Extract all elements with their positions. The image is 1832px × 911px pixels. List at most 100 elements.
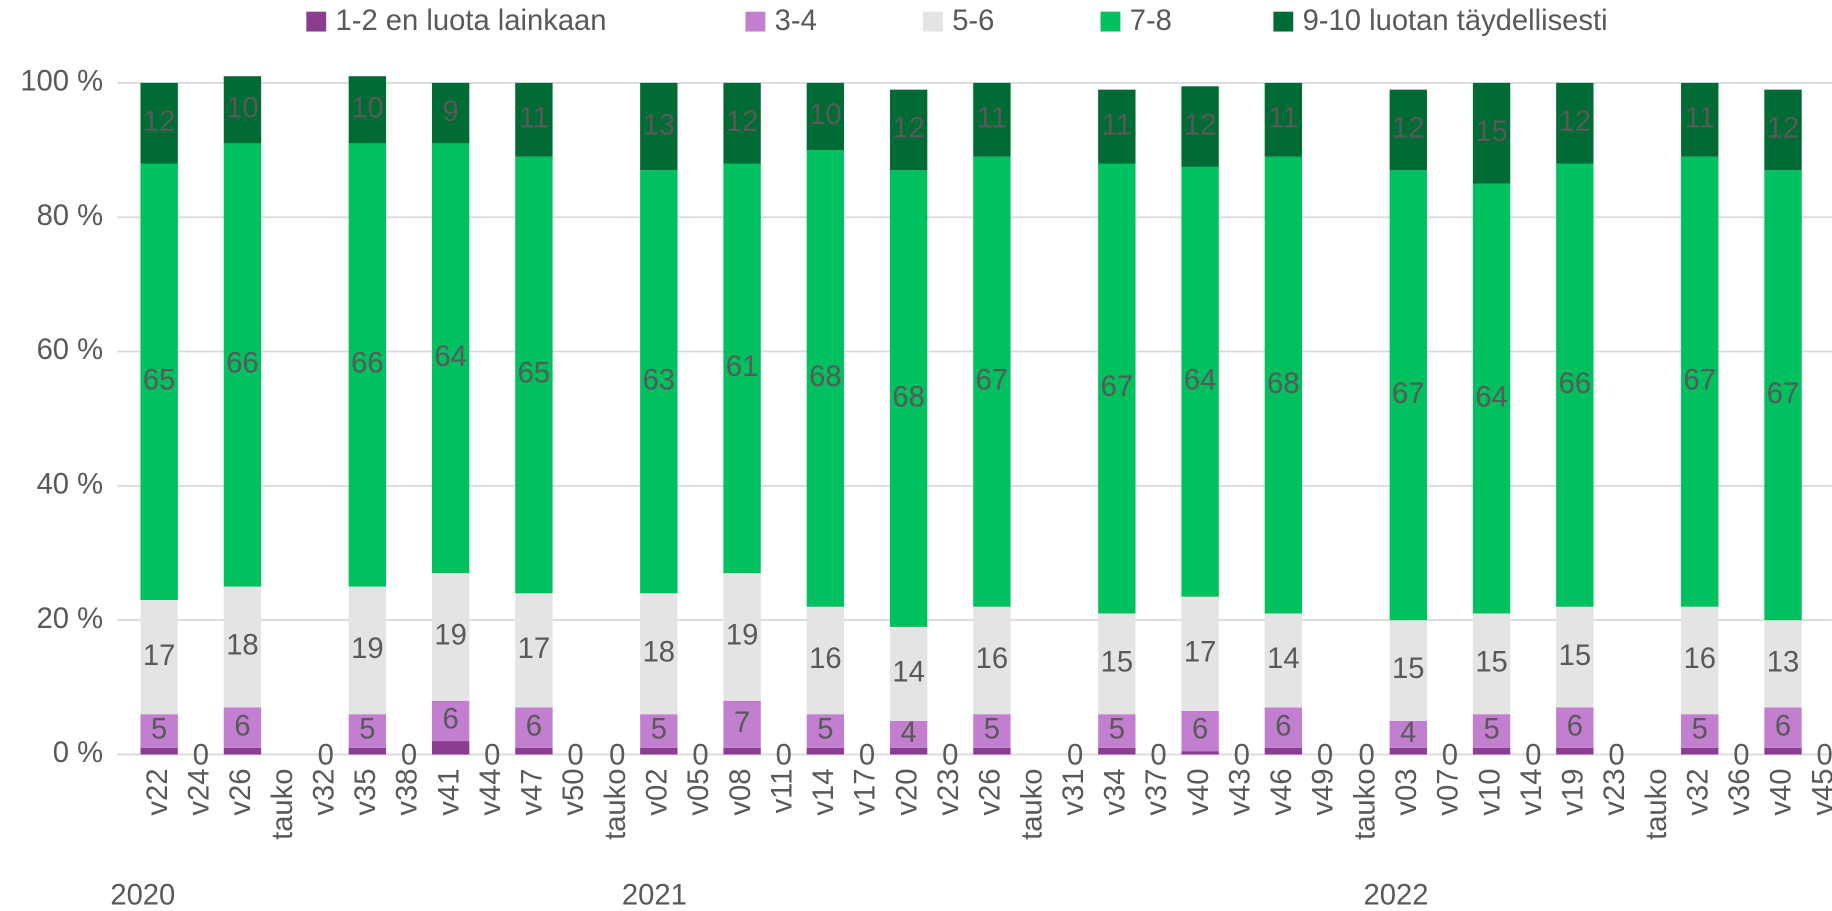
x-tick-label: v50 bbox=[558, 769, 590, 816]
data-label: 6 bbox=[1775, 710, 1791, 742]
y-tick-label: 20 % bbox=[37, 603, 104, 635]
bar-segment bbox=[1264, 613, 1303, 708]
x-tick-label: v14 bbox=[808, 769, 840, 816]
x-tick-label: v26 bbox=[975, 769, 1007, 816]
x-tick-label: v34 bbox=[1100, 769, 1132, 816]
bar-segment bbox=[431, 573, 470, 701]
bar-segment bbox=[1264, 747, 1303, 755]
data-label: 68 bbox=[809, 361, 841, 393]
bar-segment bbox=[1556, 707, 1594, 748]
x-tick-label: v11 bbox=[766, 769, 798, 814]
zero-label: 0 bbox=[692, 740, 708, 772]
bar-segment bbox=[1181, 751, 1219, 755]
bar-segment bbox=[1389, 170, 1427, 621]
bar-segment bbox=[431, 82, 470, 144]
bar-segment bbox=[806, 82, 845, 151]
zero-label: 0 bbox=[1442, 740, 1458, 772]
x-tick-label: v46 bbox=[1266, 769, 1298, 816]
bar-segment bbox=[806, 150, 845, 607]
data-label: 12 bbox=[1184, 109, 1216, 141]
bar-segment bbox=[1764, 620, 1802, 708]
bar-segment bbox=[140, 714, 178, 748]
data-label: 67 bbox=[1392, 378, 1424, 410]
x-tick-label: v26 bbox=[225, 769, 257, 816]
x-tick-label: v43 bbox=[1224, 769, 1256, 816]
x-tick-label: v40 bbox=[1183, 769, 1215, 816]
legend-label: 3-4 bbox=[775, 5, 817, 37]
bar-segment bbox=[1556, 163, 1594, 607]
bar-segment bbox=[1556, 82, 1594, 164]
x-tick-label: v05 bbox=[683, 769, 715, 816]
bar-segment bbox=[723, 82, 761, 164]
data-label: 65 bbox=[518, 358, 550, 390]
x-tick-label: v47 bbox=[517, 769, 549, 816]
bar-segment bbox=[1098, 714, 1136, 748]
bar-segment bbox=[1098, 747, 1136, 755]
data-label: 63 bbox=[643, 364, 675, 396]
data-label: 61 bbox=[726, 351, 758, 383]
bar-segment bbox=[723, 700, 761, 748]
x-tick-label: v37 bbox=[1141, 769, 1173, 816]
bar-segment bbox=[1389, 747, 1427, 755]
bar-segment bbox=[889, 747, 928, 755]
bar-segment bbox=[431, 741, 470, 755]
data-label: 12 bbox=[1559, 106, 1591, 138]
data-label: 65 bbox=[143, 364, 175, 396]
bar-segment bbox=[1472, 613, 1511, 715]
bar-segment bbox=[973, 714, 1011, 748]
bar-segment bbox=[348, 143, 387, 587]
data-label: 66 bbox=[226, 348, 258, 380]
bar-segment bbox=[223, 143, 262, 587]
legend-swatch bbox=[306, 11, 327, 32]
data-label: 15 bbox=[1101, 647, 1133, 679]
data-label: 9 bbox=[443, 96, 459, 128]
bar-segment bbox=[640, 714, 678, 748]
bar-segment bbox=[973, 747, 1011, 755]
legend-swatch bbox=[745, 11, 766, 32]
bar-segment bbox=[223, 747, 262, 755]
y-tick-label: 40 % bbox=[37, 469, 104, 501]
zero-label: 0 bbox=[1525, 740, 1541, 772]
bar-segment bbox=[640, 593, 678, 715]
bar-segment bbox=[140, 163, 178, 601]
y-tick-label: 80 % bbox=[37, 200, 104, 232]
data-label: 14 bbox=[1267, 643, 1299, 675]
zero-label: 0 bbox=[401, 740, 417, 772]
bar-segment bbox=[515, 593, 553, 708]
data-label: 67 bbox=[976, 364, 1008, 396]
zero-label: 0 bbox=[1608, 740, 1624, 772]
legend-swatch bbox=[1100, 11, 1121, 32]
zero-label: 0 bbox=[1359, 740, 1375, 772]
bar-segment bbox=[889, 170, 928, 627]
bar-segment bbox=[889, 89, 928, 171]
data-label: 12 bbox=[1767, 113, 1799, 145]
data-label: 15 bbox=[1475, 116, 1507, 148]
bar-segment bbox=[1681, 606, 1719, 715]
x-tick-label: v08 bbox=[725, 769, 757, 816]
x-tick-label: v10 bbox=[1474, 769, 1506, 816]
year-label: 2022 bbox=[1364, 880, 1429, 911]
bar-segment bbox=[889, 720, 928, 748]
bar-segment bbox=[640, 747, 678, 755]
legend-label: 9-10 luotan täydellisesti bbox=[1303, 5, 1608, 37]
bar-segment bbox=[515, 747, 553, 755]
bar-segment bbox=[515, 156, 553, 594]
data-label: 16 bbox=[1684, 643, 1716, 675]
data-label: 5 bbox=[1483, 714, 1499, 746]
zero-label: 0 bbox=[567, 740, 583, 772]
bar-segment bbox=[723, 573, 761, 701]
bar-segment bbox=[348, 76, 387, 144]
zero-label: 0 bbox=[609, 740, 625, 772]
data-label: 12 bbox=[892, 113, 924, 145]
bar-segment bbox=[1681, 82, 1719, 157]
year-label: 2020 bbox=[110, 880, 175, 911]
zero-label: 0 bbox=[776, 740, 792, 772]
bar-segment bbox=[1264, 82, 1303, 157]
bar-segment bbox=[973, 156, 1011, 607]
x-tick-label: v19 bbox=[1558, 769, 1590, 816]
data-label: 67 bbox=[1684, 364, 1716, 396]
bar-segment bbox=[223, 76, 262, 144]
data-label: 17 bbox=[518, 633, 550, 665]
x-tick-label: v03 bbox=[1391, 769, 1423, 816]
data-label: 5 bbox=[651, 714, 667, 746]
